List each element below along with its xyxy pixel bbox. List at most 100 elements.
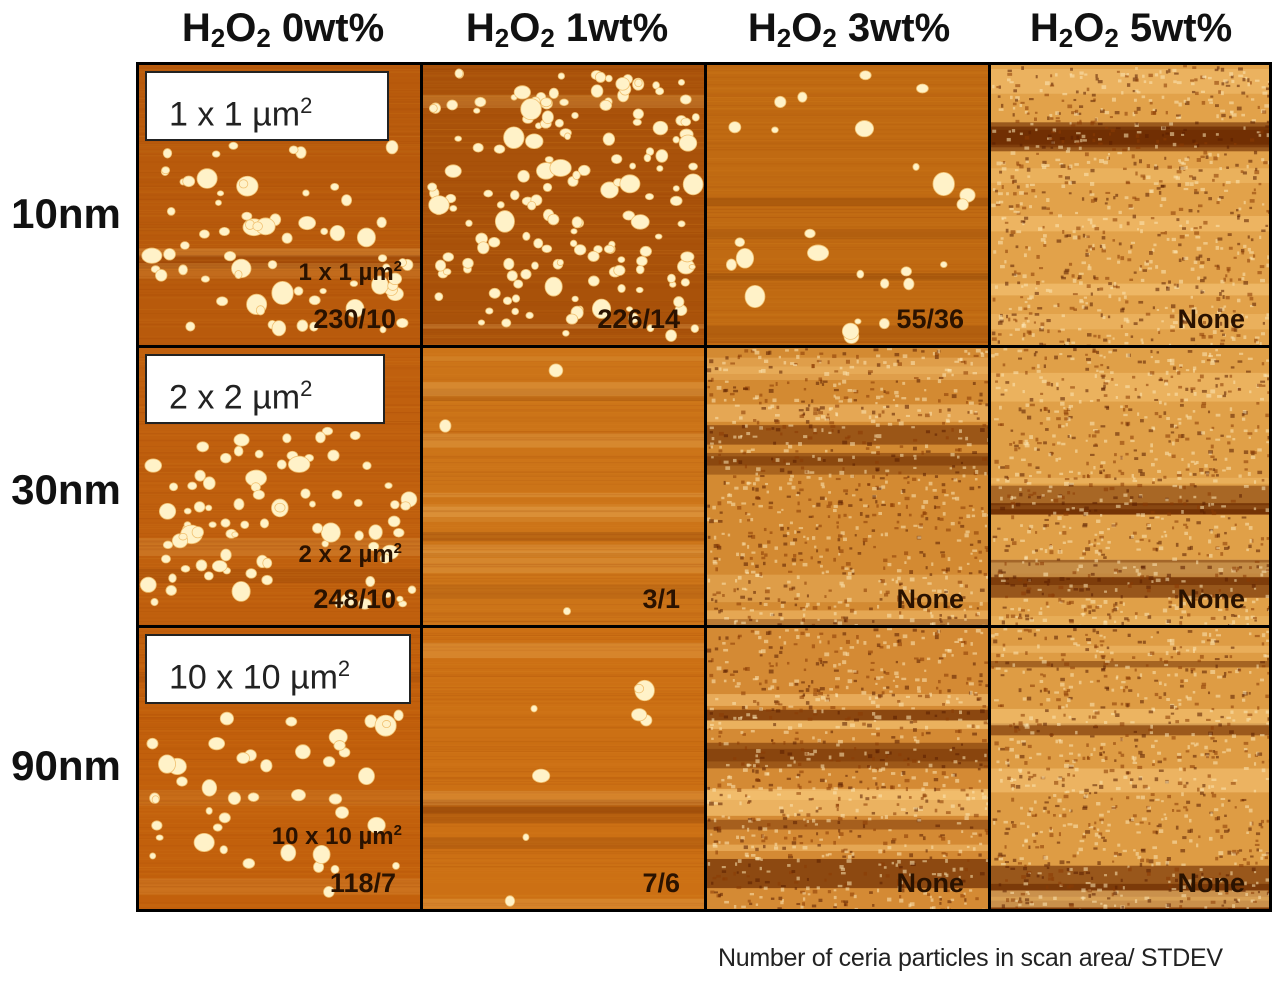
afm-speckle <box>1104 474 1108 479</box>
afm-speckle <box>840 867 846 871</box>
afm-speckle <box>755 477 760 482</box>
afm-scanline <box>139 766 420 768</box>
afm-speckle <box>1084 506 1089 510</box>
afm-speckle <box>826 787 831 791</box>
afm-speckle <box>1259 130 1264 134</box>
afm-scanline <box>139 476 420 478</box>
afm-speckle <box>1132 531 1137 535</box>
ceria-particle <box>859 70 872 81</box>
afm-speckle <box>1249 304 1254 308</box>
afm-scanline <box>423 235 704 237</box>
afm-speckle <box>955 496 960 501</box>
afm-speckle <box>1135 146 1141 149</box>
afm-speckle <box>843 489 849 493</box>
afm-speckle <box>1254 338 1258 343</box>
afm-speckle <box>1267 391 1269 394</box>
afm-speckle <box>1087 361 1092 364</box>
afm-scanline <box>139 261 420 263</box>
afm-speckle <box>1103 487 1109 492</box>
afm-speckle <box>771 742 776 745</box>
afm-speckle <box>996 478 1000 482</box>
afm-speckle <box>838 549 844 554</box>
afm-scanline <box>423 231 704 233</box>
afm-speckle <box>1168 605 1172 609</box>
afm-speckle <box>1047 409 1051 413</box>
ceria-particle <box>218 226 230 237</box>
afm-speckle <box>845 652 850 657</box>
afm-speckle <box>1092 616 1097 619</box>
afm-speckle <box>761 368 766 373</box>
afm-speckle <box>984 661 988 664</box>
afm-speckle <box>1039 408 1042 412</box>
afm-scanline <box>139 151 420 153</box>
afm-speckle <box>1150 338 1154 342</box>
afm-speckle <box>777 907 782 909</box>
afm-speckle <box>979 601 983 606</box>
afm-scanline <box>139 838 420 840</box>
afm-speckle <box>1241 91 1246 95</box>
afm-speckle <box>717 544 721 548</box>
afm-speckle <box>998 333 1002 336</box>
afm-speckle <box>922 754 926 758</box>
afm-speckle <box>1119 440 1125 445</box>
afm-speckle <box>1080 138 1083 143</box>
afm-speckle <box>1081 134 1086 139</box>
afm-speckle <box>782 846 786 850</box>
afm-speckle <box>879 881 883 885</box>
afm-speckle <box>1122 602 1125 606</box>
afm-speckle <box>1013 192 1017 196</box>
afm-speckle <box>862 722 866 726</box>
afm-speckle <box>1099 535 1104 539</box>
afm-speckle <box>1124 341 1129 345</box>
afm-speckle <box>837 538 841 542</box>
afm-speckle <box>1200 291 1205 294</box>
afm-scanline <box>423 707 704 709</box>
afm-scanline <box>423 687 704 689</box>
afm-speckle <box>1206 437 1211 440</box>
afm-speckle <box>937 659 942 664</box>
afm-speckle <box>1079 588 1084 592</box>
afm-speckle <box>1041 494 1045 497</box>
afm-speckle <box>1094 430 1100 434</box>
afm-speckle <box>1192 66 1197 69</box>
ceria-particle <box>590 84 604 98</box>
afm-speckle <box>1066 234 1072 237</box>
afm-speckle <box>875 750 879 754</box>
afm-speckle <box>902 586 907 590</box>
ceria-particle <box>807 244 830 262</box>
afm-scanline <box>139 170 420 172</box>
ceria-particle <box>223 250 237 262</box>
afm-speckle <box>1071 111 1077 115</box>
afm-speckle <box>1089 399 1094 403</box>
ceria-particle <box>602 132 616 146</box>
ceria-particle <box>281 232 293 244</box>
afm-scanline <box>423 438 704 440</box>
afm-speckle <box>1103 600 1108 604</box>
afm-scanline <box>139 68 420 70</box>
afm-speckle <box>833 906 837 909</box>
afm-scanline <box>423 68 704 70</box>
afm-speckle <box>1059 577 1065 581</box>
afm-speckle <box>997 95 1001 98</box>
afm-scanline <box>707 248 988 250</box>
afm-speckle <box>707 517 711 522</box>
afm-speckle <box>985 403 988 407</box>
afm-speckle <box>727 533 731 537</box>
afm-speckle <box>937 589 942 593</box>
afm-speckle <box>838 552 841 556</box>
afm-scanline <box>423 746 704 748</box>
ceria-particle <box>354 530 364 541</box>
afm-speckle <box>777 786 782 790</box>
afm-speckle <box>1169 132 1175 137</box>
ceria-particle <box>328 793 343 805</box>
afm-speckle <box>739 518 742 523</box>
afm-speckle <box>900 735 904 739</box>
afm-scanline <box>423 750 704 752</box>
afm-scanline <box>423 312 704 314</box>
afm-speckle <box>1201 389 1207 393</box>
afm-speckle <box>1214 80 1219 85</box>
afm-scanline <box>423 300 704 302</box>
afm-speckle <box>948 649 952 652</box>
afm-speckle <box>1250 98 1255 101</box>
afm-scanline <box>139 748 420 750</box>
